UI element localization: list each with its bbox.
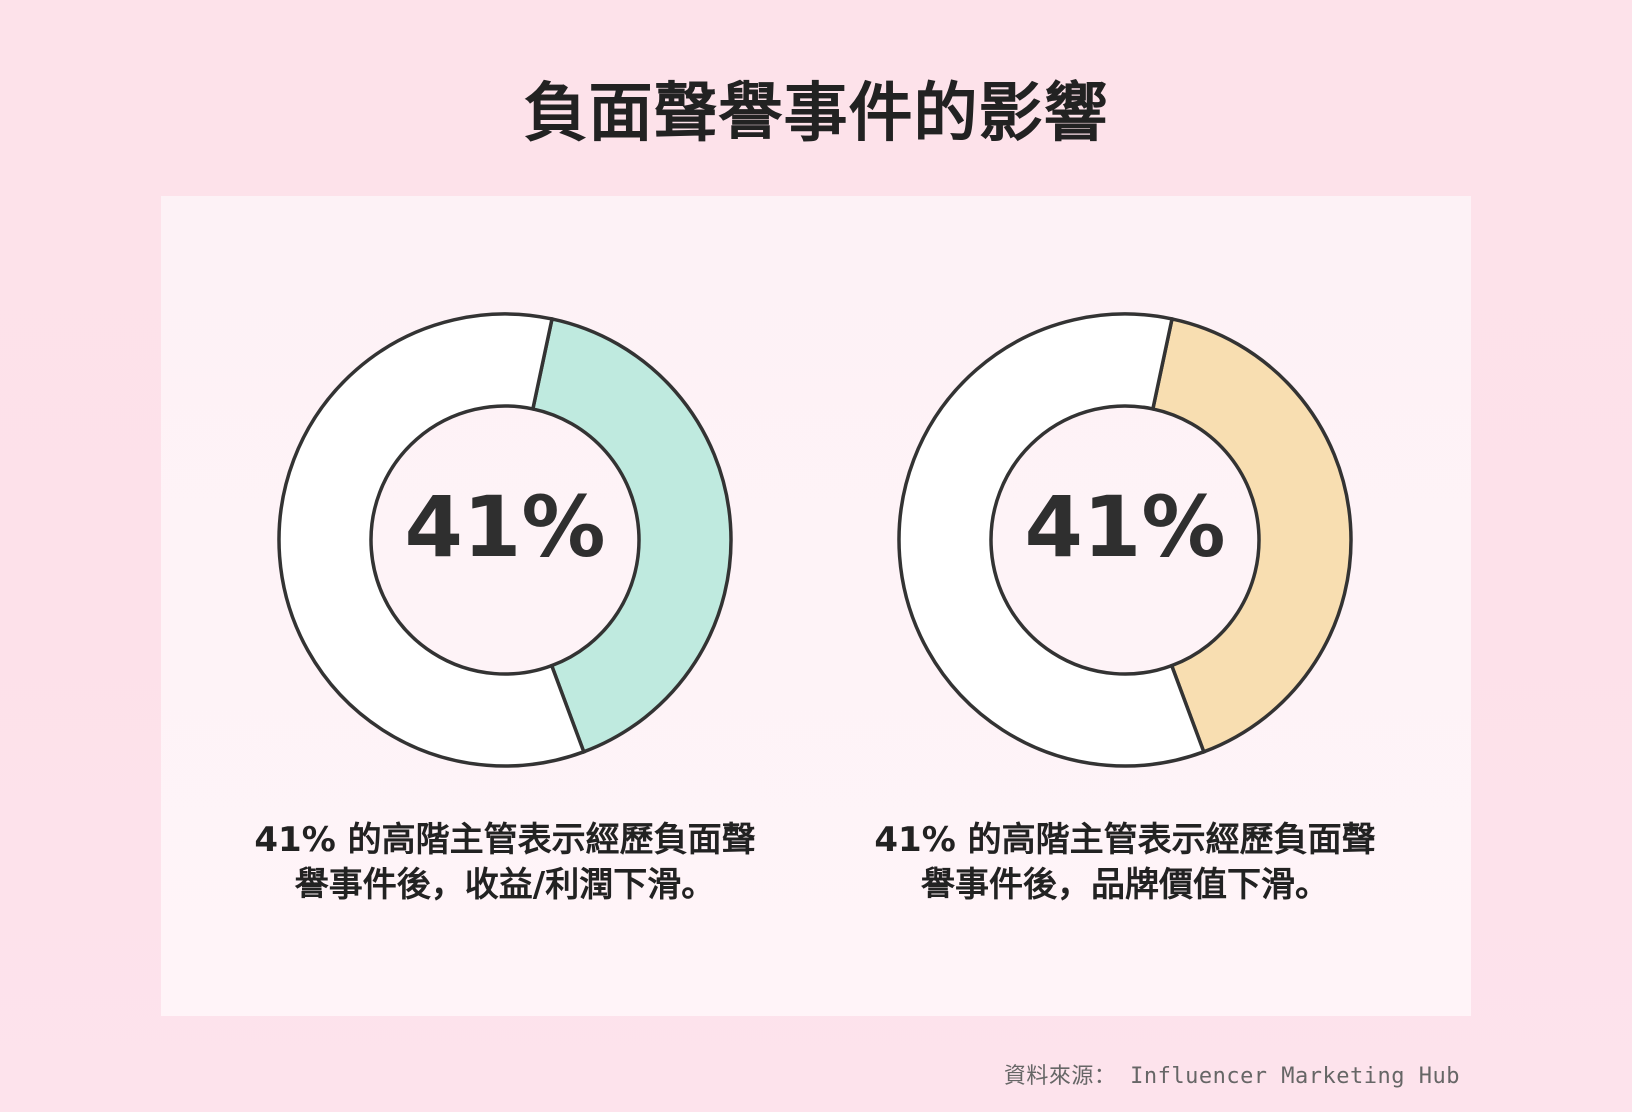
right-caption: 41% 的高階主管表示經歷負面聲譽事件後，品牌價值下滑。: [874, 820, 1376, 905]
right-donut-value: 41%: [1024, 478, 1225, 576]
left-donut-value: 41%: [404, 478, 605, 576]
right-donut-slice-1: [1150, 316, 1353, 755]
page-title: 負面聲譽事件的影響: [523, 77, 1109, 151]
left-donut-chart: 41%: [265, 300, 745, 780]
right-donut-slice-2: [897, 312, 1207, 768]
left-donut-slice-1: [530, 316, 733, 755]
left-donut-svg: 41%: [277, 312, 733, 768]
source-note: 資料來源： Influencer Marketing Hub: [1003, 1064, 1460, 1089]
left-caption: 41% 的高階主管表示經歷負面聲譽事件後，收益/利潤下滑。: [254, 820, 756, 905]
right-donut-chart: 41%: [885, 300, 1365, 780]
right-donut-svg: 41%: [897, 312, 1353, 768]
left-donut-slice-2: [277, 312, 587, 768]
